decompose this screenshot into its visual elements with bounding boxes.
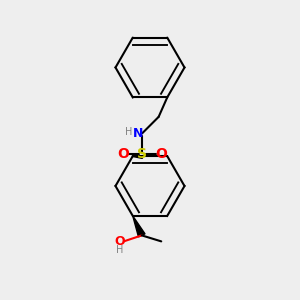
Polygon shape: [133, 216, 145, 237]
Text: O: O: [117, 147, 129, 161]
Text: N: N: [132, 127, 143, 140]
Text: H: H: [116, 245, 123, 255]
Text: O: O: [155, 147, 167, 161]
Text: H: H: [125, 127, 132, 137]
Text: S: S: [137, 147, 147, 161]
Text: O: O: [114, 235, 124, 248]
